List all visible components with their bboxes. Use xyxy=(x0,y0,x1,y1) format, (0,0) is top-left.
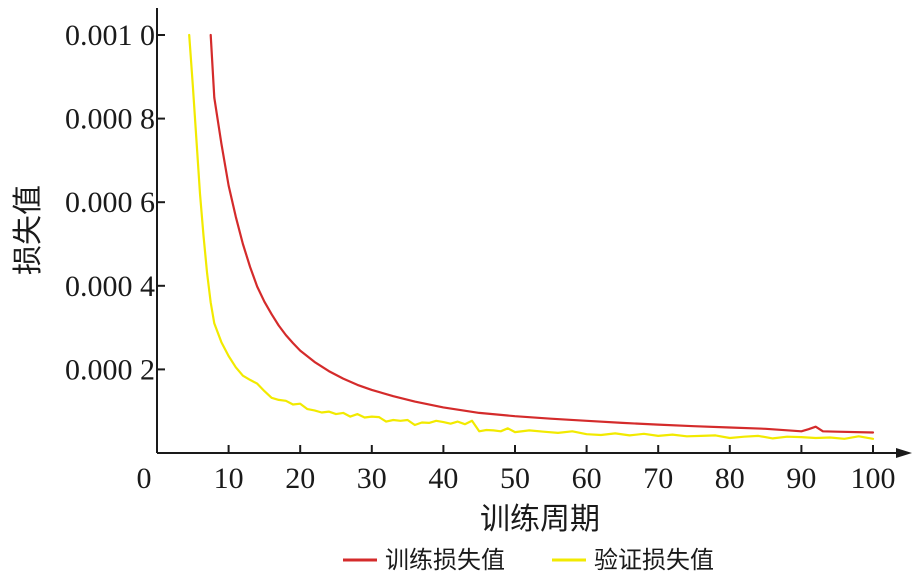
x-tick-label: 20 xyxy=(285,462,315,495)
x-tick-label: 10 xyxy=(214,462,244,495)
y-tick-label: 0.000 6 xyxy=(65,186,155,219)
x-tick-label: 70 xyxy=(643,462,673,495)
series-line-val-loss xyxy=(188,33,875,440)
x-tick-label: 100 xyxy=(851,462,896,495)
series-layer xyxy=(188,33,875,440)
y-tick-label: 0.001 0 xyxy=(65,19,155,52)
x-tick-label: 90 xyxy=(786,462,816,495)
series-line-train-loss xyxy=(209,33,875,434)
axes xyxy=(156,8,912,458)
legend-label-val: 验证损失值 xyxy=(594,546,714,574)
y-axis-title: 损失值 xyxy=(11,185,46,275)
legend-label-train: 训练损失值 xyxy=(385,546,505,574)
x-tick-label: 60 xyxy=(572,462,602,495)
x-tick-label: 0 xyxy=(137,462,152,495)
x-tick-label: 40 xyxy=(428,462,458,495)
y-tick-label: 0.000 2 xyxy=(65,353,155,386)
x-tick-label: 50 xyxy=(500,462,530,495)
x-ticks: 0 10 20 30 40 50 60 70 80 90 100 xyxy=(137,445,896,495)
x-axis-arrow xyxy=(896,448,912,458)
x-axis-title: 训练周期 xyxy=(480,502,600,537)
y-ticks: 0.000 2 0.000 4 0.000 6 0.000 8 0.001 0 xyxy=(65,19,165,386)
legend: 训练损失值 验证损失值 xyxy=(343,546,714,574)
x-tick-label: 80 xyxy=(715,462,745,495)
y-tick-label: 0.000 8 xyxy=(65,103,155,136)
y-tick-label: 0.000 4 xyxy=(65,270,155,303)
x-tick-label: 30 xyxy=(357,462,387,495)
